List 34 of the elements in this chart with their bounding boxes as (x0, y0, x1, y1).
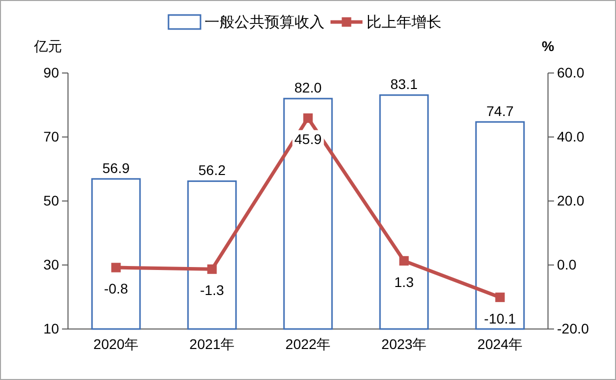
y2-tick-label: -20.0 (557, 320, 590, 336)
y2-tick-label: 0.0 (557, 256, 577, 272)
y2-axis-title: % (542, 38, 555, 54)
data-label: 1.3 (394, 274, 414, 290)
y-tick-label: 30 (43, 256, 60, 272)
data-label: 82.0 (294, 80, 322, 96)
data-label: 74.7 (486, 102, 514, 119)
x-tick-label: 2020年 (93, 336, 139, 352)
y-axis-title: 亿元 (33, 38, 62, 54)
y2-tick-label: 60.0 (557, 64, 584, 80)
y2-tick-label: 40.0 (557, 128, 584, 144)
point (399, 256, 409, 266)
y-tick-label: 90 (43, 64, 60, 80)
point (303, 113, 313, 123)
x-tick-label: 2021年 (189, 336, 235, 352)
data-label: 56.2 (198, 162, 226, 178)
x-tick-label: 2022年 (285, 336, 331, 352)
x-tick-label: 2024年 (477, 336, 523, 352)
data-label: 45.9 (294, 131, 322, 148)
point (207, 264, 217, 274)
legend-label: 比上年增长 (366, 14, 442, 31)
y-tick-label: 10 (43, 320, 60, 336)
data-label: -10.1 (484, 310, 516, 326)
x-tick-label: 2023年 (381, 336, 427, 352)
point (111, 262, 121, 272)
y2-tick-label: 20.0 (557, 192, 584, 208)
point (495, 292, 505, 302)
data-label: 56.9 (102, 160, 130, 176)
data-label: -0.8 (104, 280, 128, 297)
y-tick-label: 50 (43, 192, 60, 208)
legend-label: 一般公共预算收入 (204, 14, 324, 31)
y-tick-label: 70 (43, 128, 60, 144)
data-label: 83.1 (390, 76, 418, 92)
data-label: -1.3 (200, 282, 224, 298)
